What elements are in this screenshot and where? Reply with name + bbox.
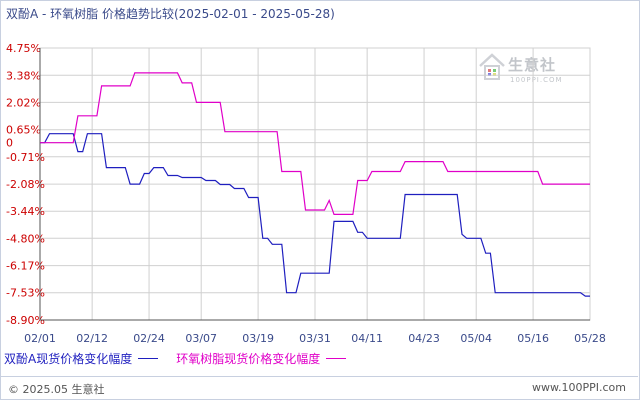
footer-copyright: © 2025.05 生意社 xyxy=(8,383,105,396)
x-tick-label: 03/31 xyxy=(299,332,331,345)
watermark-name: 生意社 xyxy=(508,56,557,74)
legend-swatch-series1 xyxy=(138,358,159,359)
series-line-2 xyxy=(40,72,590,215)
y-tick-label: 3.38% xyxy=(6,69,41,82)
x-tick-label: 02/01 xyxy=(24,332,56,345)
x-tick-label: 05/16 xyxy=(517,332,549,345)
x-tick-label: 05/04 xyxy=(460,332,492,345)
x-tick-label: 02/12 xyxy=(76,332,108,345)
series-line-1 xyxy=(40,133,590,297)
y-tick-label: -8.90% xyxy=(6,314,45,327)
legend-item-series1: 双酚A现货价格变化幅度 xyxy=(4,350,159,367)
legend-label-series2: 环氧树脂现货价格变化幅度 xyxy=(176,352,321,366)
footer-url[interactable]: www.100PPI.com xyxy=(532,381,626,394)
y-tick-label: -2.08% xyxy=(6,178,45,191)
x-tick-label: 03/07 xyxy=(185,332,217,345)
y-tick-label: -4.80% xyxy=(6,232,45,245)
y-tick-label: -3.44% xyxy=(6,205,45,218)
y-tick-label: -0.71% xyxy=(6,151,45,164)
y-tick-label: 2.02% xyxy=(6,96,41,109)
legend-item-series2: 环氧树脂现货价格变化幅度 xyxy=(176,350,347,367)
x-tick-label: 04/23 xyxy=(408,332,440,345)
y-tick-label: 0 xyxy=(6,137,13,150)
legend-label-series1: 双酚A现货价格变化幅度 xyxy=(4,352,133,366)
x-tick-label: 02/24 xyxy=(133,332,165,345)
legend: 双酚A现货价格变化幅度 环氧树脂现货价格变化幅度 xyxy=(4,350,364,367)
house-logo-icon xyxy=(479,53,505,80)
legend-swatch-series2 xyxy=(326,358,347,359)
chart-title: 双酚A - 环氧树脂 价格趋势比较(2025-02-01 - 2025-05-2… xyxy=(6,7,335,21)
watermark-url: 100PPI.COM xyxy=(510,76,563,84)
watermark-logo: 生意社 100PPI.COM xyxy=(478,52,578,92)
x-tick-label: 03/19 xyxy=(242,332,274,345)
y-tick-label: 0.65% xyxy=(6,124,41,137)
x-tick-label: 05/28 xyxy=(574,332,606,345)
footer: © 2025.05 生意社 www.100PPI.com xyxy=(0,376,638,399)
y-tick-label: -6.17% xyxy=(6,260,45,273)
x-tick-label: 04/11 xyxy=(351,332,383,345)
y-tick-label: 4.75% xyxy=(6,42,41,55)
y-tick-label: -7.53% xyxy=(6,287,45,300)
